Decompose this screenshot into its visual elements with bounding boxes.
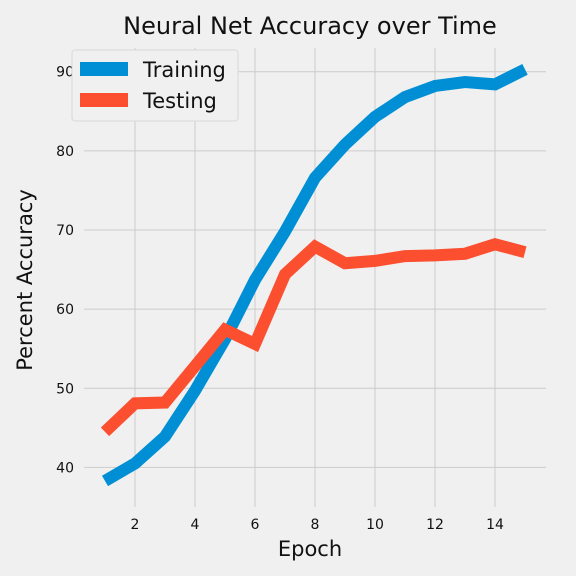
y-tick-label: 80	[56, 144, 74, 160]
y-tick-label: 50	[56, 381, 74, 397]
grid	[84, 48, 546, 507]
tick-labels: 2 4 6 8 10 12 14 40 50 60 70 80 90	[56, 65, 504, 533]
y-tick-label: 70	[56, 223, 74, 239]
x-tick-label: 8	[311, 517, 320, 533]
legend: Training Testing	[71, 49, 239, 122]
series-line-training	[101, 64, 528, 487]
x-tick-label: 4	[191, 517, 200, 533]
x-tick-label: 14	[486, 517, 504, 533]
legend-swatch-training	[80, 62, 128, 76]
x-tick-label: 6	[251, 517, 260, 533]
x-axis-label: Epoch	[278, 537, 342, 561]
legend-label-testing: Testing	[142, 89, 217, 113]
x-tick-label: 10	[366, 517, 384, 533]
y-tick-label: 60	[56, 302, 74, 318]
x-tick-label: 12	[426, 517, 444, 533]
series-lines	[100, 64, 528, 487]
legend-swatch-testing	[80, 93, 128, 107]
y-tick-label: 40	[56, 460, 74, 476]
x-tick-label: 2	[131, 517, 140, 533]
y-tick-label: 90	[56, 65, 74, 81]
series-line-testing	[100, 238, 527, 437]
y-axis-label: Percent Accuracy	[13, 189, 37, 371]
legend-label-training: Training	[142, 58, 226, 82]
chart-title: Neural Net Accuracy over Time	[123, 12, 497, 40]
